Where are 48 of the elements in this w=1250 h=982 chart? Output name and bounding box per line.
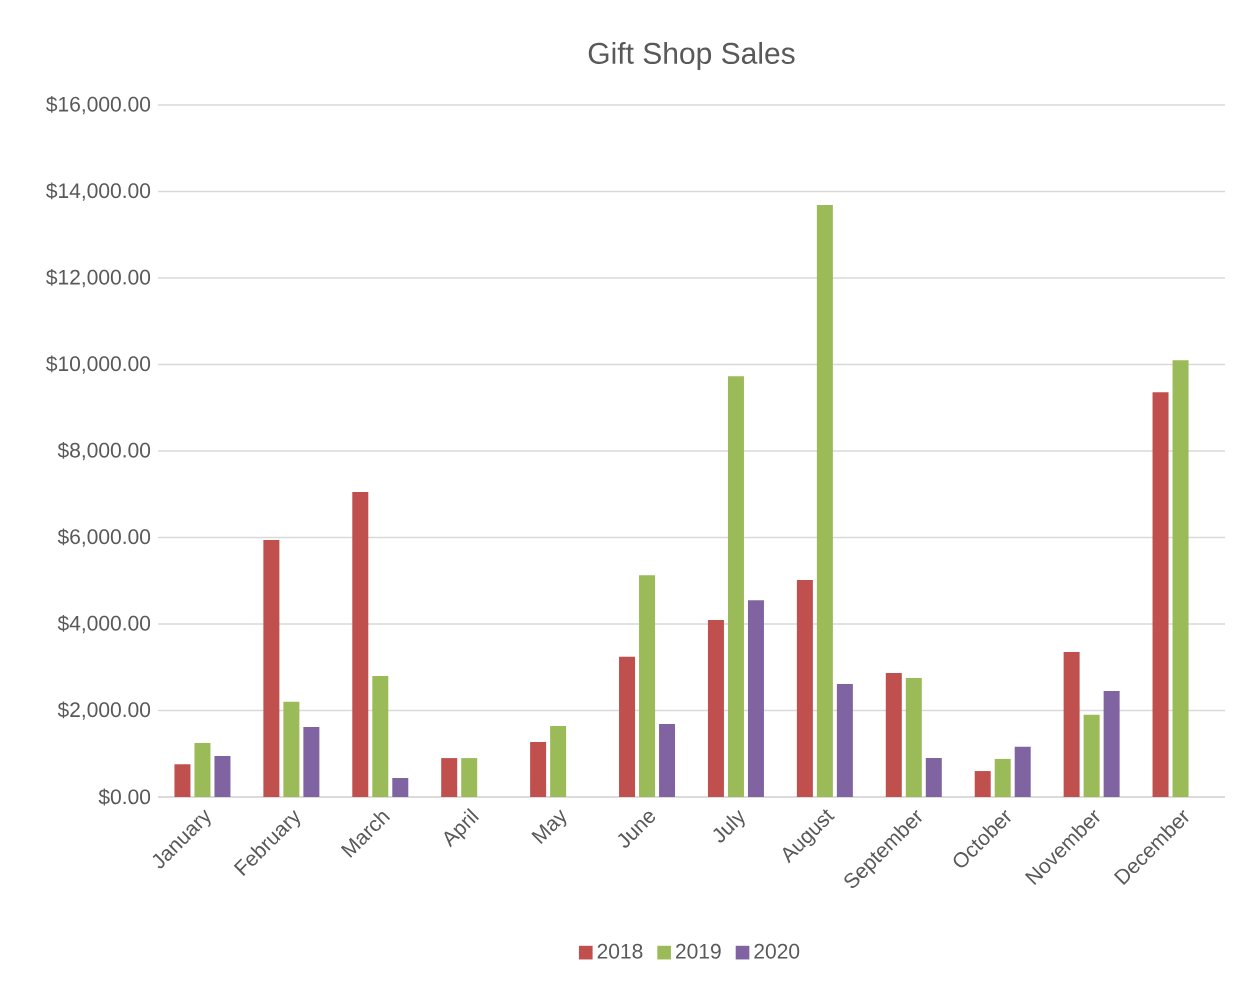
bar	[707, 620, 724, 797]
bar	[905, 678, 922, 797]
y-tick-label: $6,000.00	[57, 528, 151, 547]
y-tick-label: $2,000.00	[57, 701, 151, 720]
bar	[796, 579, 813, 797]
bar	[836, 684, 853, 797]
y-tick-label: $14,000.00	[46, 182, 151, 201]
bar	[816, 204, 833, 797]
bar	[461, 758, 478, 797]
bar	[1172, 360, 1189, 797]
bar	[1063, 652, 1080, 797]
y-tick-label: $10,000.00	[46, 355, 151, 374]
bar	[352, 492, 369, 797]
bar	[885, 672, 902, 797]
bar	[1152, 392, 1169, 797]
bar	[974, 771, 991, 797]
legend-label: 2018	[597, 943, 643, 959]
y-tick-label: $8,000.00	[57, 441, 151, 461]
chart-title: Gift Shop Sales	[588, 41, 795, 70]
bar	[550, 726, 567, 797]
bar	[994, 758, 1011, 797]
bar	[441, 758, 458, 797]
bar	[372, 675, 389, 797]
bar	[1014, 746, 1031, 797]
legend-label: 2019	[676, 943, 721, 959]
bar	[659, 723, 676, 797]
bar	[727, 376, 744, 797]
bar	[174, 764, 191, 797]
bar	[639, 575, 656, 797]
bar	[263, 540, 280, 797]
bar	[194, 742, 211, 797]
x-tick-label: May	[531, 809, 567, 845]
x-tick-label: July	[713, 809, 745, 843]
bar	[392, 777, 409, 797]
bar	[747, 600, 764, 797]
bar	[619, 656, 636, 797]
y-tick-label: $12,000.00	[46, 268, 151, 288]
bar	[1083, 714, 1100, 797]
y-tick-label: $4,000.00	[57, 614, 151, 634]
bar	[303, 726, 320, 797]
legend-label: 2020	[754, 943, 800, 959]
bar	[214, 755, 231, 797]
bar	[1103, 691, 1120, 797]
bar	[530, 742, 547, 797]
y-tick-label: $16,000.00	[46, 95, 151, 115]
bar	[283, 701, 300, 797]
bar	[925, 758, 942, 797]
y-tick-label: $0.00	[98, 788, 151, 806]
